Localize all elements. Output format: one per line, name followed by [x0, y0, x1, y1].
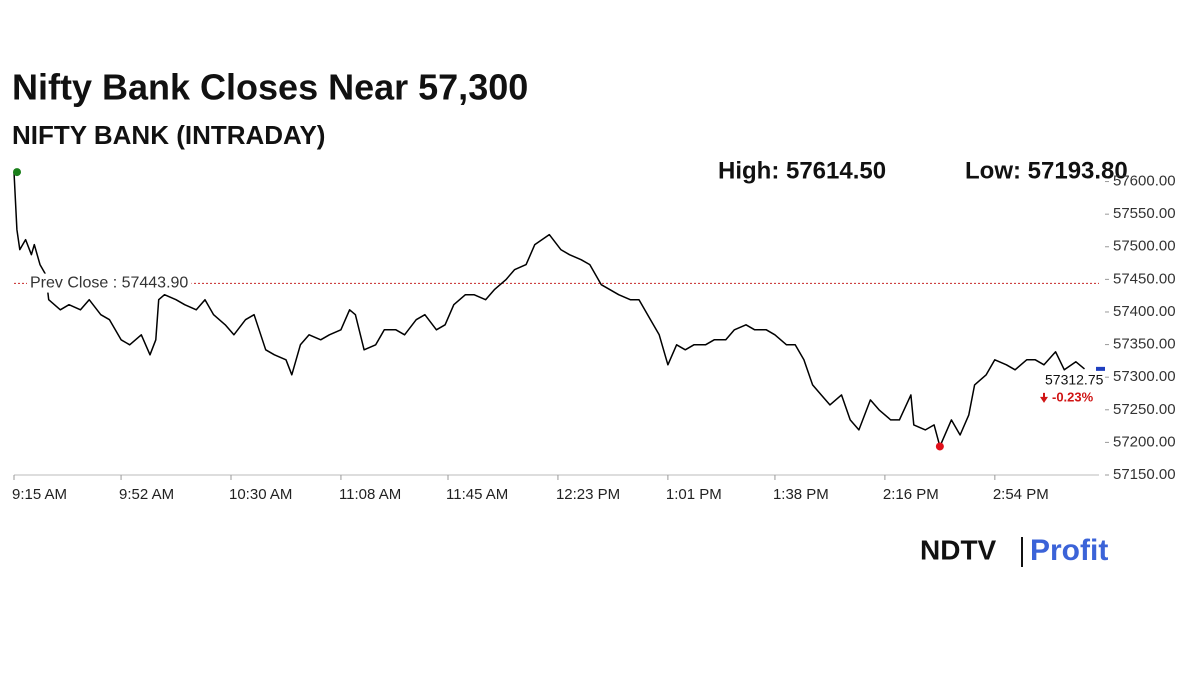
x-tick-label: 9:15 AM — [12, 486, 67, 503]
y-tick-label: 57600.00 — [1113, 173, 1176, 190]
x-tick-label: 9:52 AM — [119, 486, 174, 503]
y-tick-label: 57250.00 — [1113, 401, 1176, 418]
y-tick-label: 57450.00 — [1113, 270, 1176, 287]
reference-label-bg — [27, 273, 192, 293]
last-marker — [1096, 366, 1105, 371]
y-tick-label: 57550.00 — [1113, 205, 1176, 222]
low-label: Low: 57193.80 — [965, 157, 1128, 184]
y-tick-label: 57200.00 — [1113, 433, 1176, 450]
y-tick-label: 57350.00 — [1113, 336, 1176, 353]
x-tick-label: 2:54 PM — [993, 486, 1049, 503]
chart-title: Nifty Bank Closes Near 57,300 — [12, 67, 528, 108]
x-tick-label: 11:45 AM — [446, 486, 508, 503]
brand-left: NDTV — [920, 534, 997, 565]
y-tick-label: 57500.00 — [1113, 238, 1176, 255]
x-tick-label: 1:38 PM — [773, 486, 829, 503]
chart-subtitle: NIFTY BANK (INTRADAY) — [12, 120, 325, 150]
x-tick-label: 12:23 PM — [556, 486, 620, 503]
low-marker — [935, 442, 944, 451]
x-tick-label: 11:08 AM — [339, 486, 401, 503]
x-tick-label: 10:30 AM — [229, 486, 292, 503]
high-label: High: 57614.50 — [718, 157, 886, 184]
y-tick-label: 57400.00 — [1113, 303, 1176, 320]
x-tick-label: 2:16 PM — [883, 486, 939, 503]
y-tick-label: 57150.00 — [1113, 466, 1176, 483]
change-arrow — [1040, 392, 1048, 403]
price-line — [13, 172, 1085, 448]
x-tick-label: 1:01 PM — [666, 486, 722, 503]
reference-label: Prev Close : 57443.90 — [30, 275, 188, 292]
high-marker — [13, 168, 21, 177]
brand-right: Profit — [1030, 534, 1108, 567]
change-label: -0.23% — [1052, 389, 1094, 404]
y-tick-label: 57300.00 — [1113, 368, 1176, 385]
last-value: 57312.75 — [1045, 372, 1104, 388]
